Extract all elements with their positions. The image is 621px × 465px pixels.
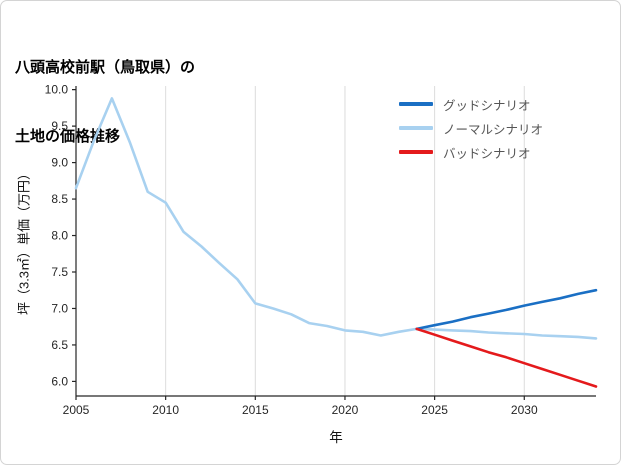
svg-text:2015: 2015 [242,403,269,417]
svg-text:9.0: 9.0 [51,156,68,170]
legend-line-swatch [399,102,433,106]
legend-item: グッドシナリオ [399,92,543,116]
legend-label: グッドシナリオ [443,98,531,113]
legend: グッドシナリオ ノーマルシナリオ バッドシナリオ [399,92,543,164]
legend-label: ノーマルシナリオ [443,122,544,137]
legend-label: バッドシナリオ [443,146,531,161]
svg-text:8.0: 8.0 [51,229,68,243]
legend-line-swatch [399,150,433,154]
svg-text:6.5: 6.5 [51,338,68,352]
svg-text:7.0: 7.0 [51,301,68,315]
svg-text:2020: 2020 [332,403,359,417]
page-title-line1: 八頭高校前駅（鳥取県）の [15,58,196,76]
legend-item: ノーマルシナリオ [399,116,543,140]
svg-text:9.5: 9.5 [51,119,68,133]
svg-text:2010: 2010 [152,403,179,417]
svg-text:6.0: 6.0 [51,374,68,388]
svg-text:7.5: 7.5 [51,265,68,279]
legend-line-swatch [399,126,433,130]
svg-text:10.0: 10.0 [45,83,69,97]
y-axis-label: 坪（3.3㎡）単価（万円） [16,166,32,316]
legend-item: バッドシナリオ [399,140,543,164]
svg-text:2025: 2025 [421,403,448,417]
svg-text:2005: 2005 [63,403,90,417]
svg-text:8.5: 8.5 [51,192,68,206]
svg-text:2030: 2030 [511,403,538,417]
x-axis-label: 年 [329,430,343,445]
